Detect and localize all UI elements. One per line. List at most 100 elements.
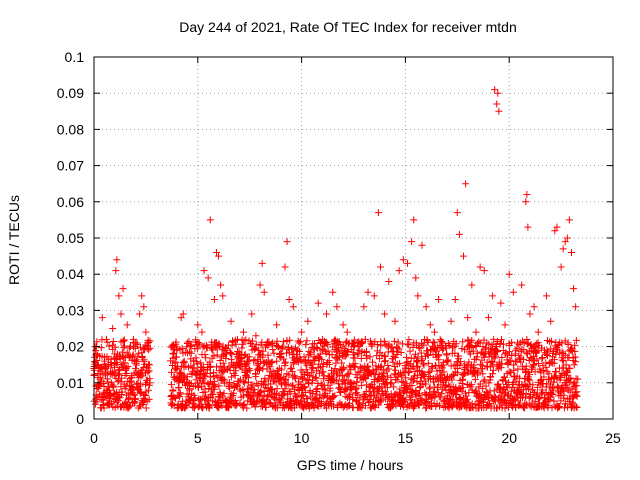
- data-point: [510, 361, 518, 369]
- data-point: [465, 368, 473, 376]
- data-point: [199, 404, 207, 412]
- data-point: [572, 303, 580, 311]
- data-point: [145, 360, 153, 368]
- data-point: [508, 351, 516, 359]
- data-point: [388, 402, 396, 410]
- data-point: [142, 404, 150, 412]
- data-point: [438, 362, 446, 370]
- data-point: [473, 349, 481, 357]
- data-point: [398, 378, 406, 386]
- data-point: [564, 339, 572, 347]
- data-point: [384, 361, 392, 369]
- data-point: [458, 387, 466, 395]
- data-point: [537, 390, 545, 398]
- data-point: [227, 317, 235, 325]
- data-point: [264, 357, 272, 365]
- data-point: [462, 389, 470, 397]
- data-point: [318, 356, 326, 364]
- data-point: [267, 359, 275, 367]
- data-point: [172, 338, 180, 346]
- data-point: [540, 404, 548, 412]
- data-point: [558, 356, 566, 364]
- data-point: [99, 401, 107, 409]
- y-tick-label: 0.04: [57, 266, 84, 282]
- data-point: [459, 375, 467, 383]
- data-point: [171, 375, 179, 383]
- data-point: [482, 382, 490, 390]
- data-point: [129, 335, 137, 343]
- data-point: [302, 366, 310, 374]
- data-point: [320, 360, 328, 368]
- data-point: [409, 343, 417, 351]
- data-point: [216, 340, 224, 348]
- data-point: [413, 362, 421, 370]
- data-point: [406, 347, 414, 355]
- data-point: [200, 267, 208, 275]
- data-point: [319, 368, 327, 376]
- data-point: [239, 377, 247, 385]
- data-point: [126, 382, 134, 390]
- y-axis-ticks: 0 0.01 0.02 0.03 0.04 0.05 0.06 0.07 0.08 0.09 0.1: [57, 49, 613, 427]
- data-point: [450, 372, 458, 380]
- data-point: [325, 357, 333, 365]
- data-point: [120, 336, 128, 344]
- data-point: [265, 398, 273, 406]
- data-point: [317, 380, 325, 388]
- data-point: [184, 378, 192, 386]
- data-point: [231, 372, 239, 380]
- data-point: [120, 342, 128, 350]
- y-tick-label: 0.01: [57, 375, 84, 391]
- data-point: [331, 392, 339, 400]
- data-point: [270, 349, 278, 357]
- data-point: [276, 399, 284, 407]
- data-point: [120, 344, 128, 352]
- data-point: [187, 349, 195, 357]
- data-point: [198, 328, 206, 336]
- data-point: [364, 362, 372, 370]
- data-point: [566, 378, 574, 386]
- data-point: [249, 381, 257, 389]
- data-point: [281, 385, 289, 393]
- data-point: [460, 252, 468, 260]
- data-point: [239, 340, 247, 348]
- data-point: [362, 402, 370, 410]
- data-point: [372, 393, 380, 401]
- data-point: [440, 368, 448, 376]
- data-point: [404, 340, 412, 348]
- data-point: [314, 379, 322, 387]
- data-point: [212, 363, 220, 371]
- data-point: [540, 373, 548, 381]
- data-point: [280, 390, 288, 398]
- data-point: [459, 338, 467, 346]
- data-point: [509, 288, 517, 296]
- data-point: [488, 341, 496, 349]
- y-tick-label: 0.06: [57, 194, 84, 210]
- data-point: [444, 356, 452, 364]
- data-point: [301, 383, 309, 391]
- data-point: [251, 345, 259, 353]
- data-point: [297, 397, 305, 405]
- data-point: [468, 281, 476, 289]
- data-point: [252, 332, 260, 340]
- data-point: [335, 372, 343, 380]
- data-point: [354, 350, 362, 358]
- data-point: [343, 351, 351, 359]
- data-point: [119, 337, 127, 345]
- data-point: [227, 373, 235, 381]
- data-point: [330, 377, 338, 385]
- data-point: [475, 383, 483, 391]
- data-point: [313, 344, 321, 352]
- data-point: [140, 356, 148, 364]
- data-point: [551, 342, 559, 350]
- data-point: [312, 374, 320, 382]
- data-point: [137, 372, 145, 380]
- data-point: [268, 385, 276, 393]
- data-point: [419, 381, 427, 389]
- y-axis-label: ROTI / TECUs: [6, 195, 22, 285]
- data-point: [416, 384, 424, 392]
- data-point: [282, 376, 290, 384]
- data-point: [212, 339, 220, 347]
- data-point: [167, 381, 175, 389]
- data-point: [455, 230, 463, 238]
- data-point: [285, 296, 293, 304]
